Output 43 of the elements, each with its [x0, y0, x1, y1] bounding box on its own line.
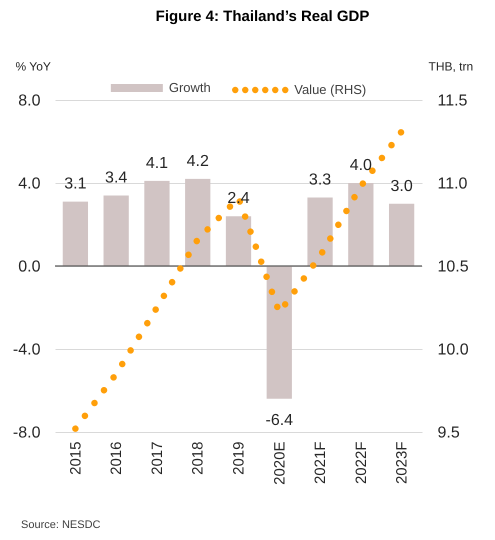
- bar: [266, 266, 292, 399]
- legend-label: Value (RHS): [294, 82, 366, 97]
- y2-tick-label: 10.5: [438, 258, 469, 276]
- bar: [307, 198, 333, 266]
- data-label: 3.1: [64, 176, 87, 193]
- y-tick-label: -4.0: [12, 342, 41, 358]
- x-tick-label: 2017: [148, 442, 166, 475]
- y-tick-label: 4.0: [18, 176, 41, 192]
- legend-label: Growth: [168, 80, 211, 95]
- y2-tick-label: 11.0: [438, 176, 468, 192]
- bar: [104, 195, 129, 266]
- x-tick-label: 2020E: [271, 442, 288, 485]
- y-tick-label: 8.0: [18, 92, 41, 110]
- source-note: Source: NESDC: [21, 519, 101, 531]
- bar: [144, 180, 170, 266]
- data-label: -6.4: [265, 412, 294, 429]
- x-tick-label: 2015: [67, 442, 84, 475]
- data-label: 2.4: [227, 190, 250, 208]
- data-label: 3.0: [390, 178, 413, 195]
- bar: [185, 178, 210, 266]
- x-tick-label: 2023F: [394, 442, 411, 484]
- y-tick-label: 0.0: [18, 258, 41, 276]
- x-tick-label: 2018: [190, 442, 207, 475]
- y2-axis-title: THB, trn: [428, 60, 474, 74]
- x-tick-label: 2019: [230, 442, 248, 475]
- y2-tick-label: 11.5: [438, 92, 468, 110]
- x-tick-label: 2022F: [352, 442, 370, 484]
- bar: [348, 183, 374, 266]
- data-label: 4.2: [186, 152, 209, 170]
- x-tick-label: 2021F: [312, 442, 330, 484]
- y2-tick-label: 9.5: [438, 424, 460, 442]
- chart-title: Figure 4: Thailand’s Real GDP: [156, 8, 370, 25]
- bar: [388, 204, 414, 266]
- data-label: 3.4: [105, 169, 128, 186]
- data-label: 3.3: [308, 172, 332, 189]
- data-label: 4.1: [146, 154, 168, 172]
- y-tick-label: -8.0: [12, 424, 41, 442]
- x-tick-label: 2016: [108, 442, 126, 475]
- data-label: 4.0: [350, 157, 372, 174]
- bar: [62, 202, 88, 266]
- y2-tick-label: 10.0: [438, 342, 469, 358]
- y-axis-title: % YoY: [16, 60, 51, 74]
- bar: [226, 216, 252, 266]
